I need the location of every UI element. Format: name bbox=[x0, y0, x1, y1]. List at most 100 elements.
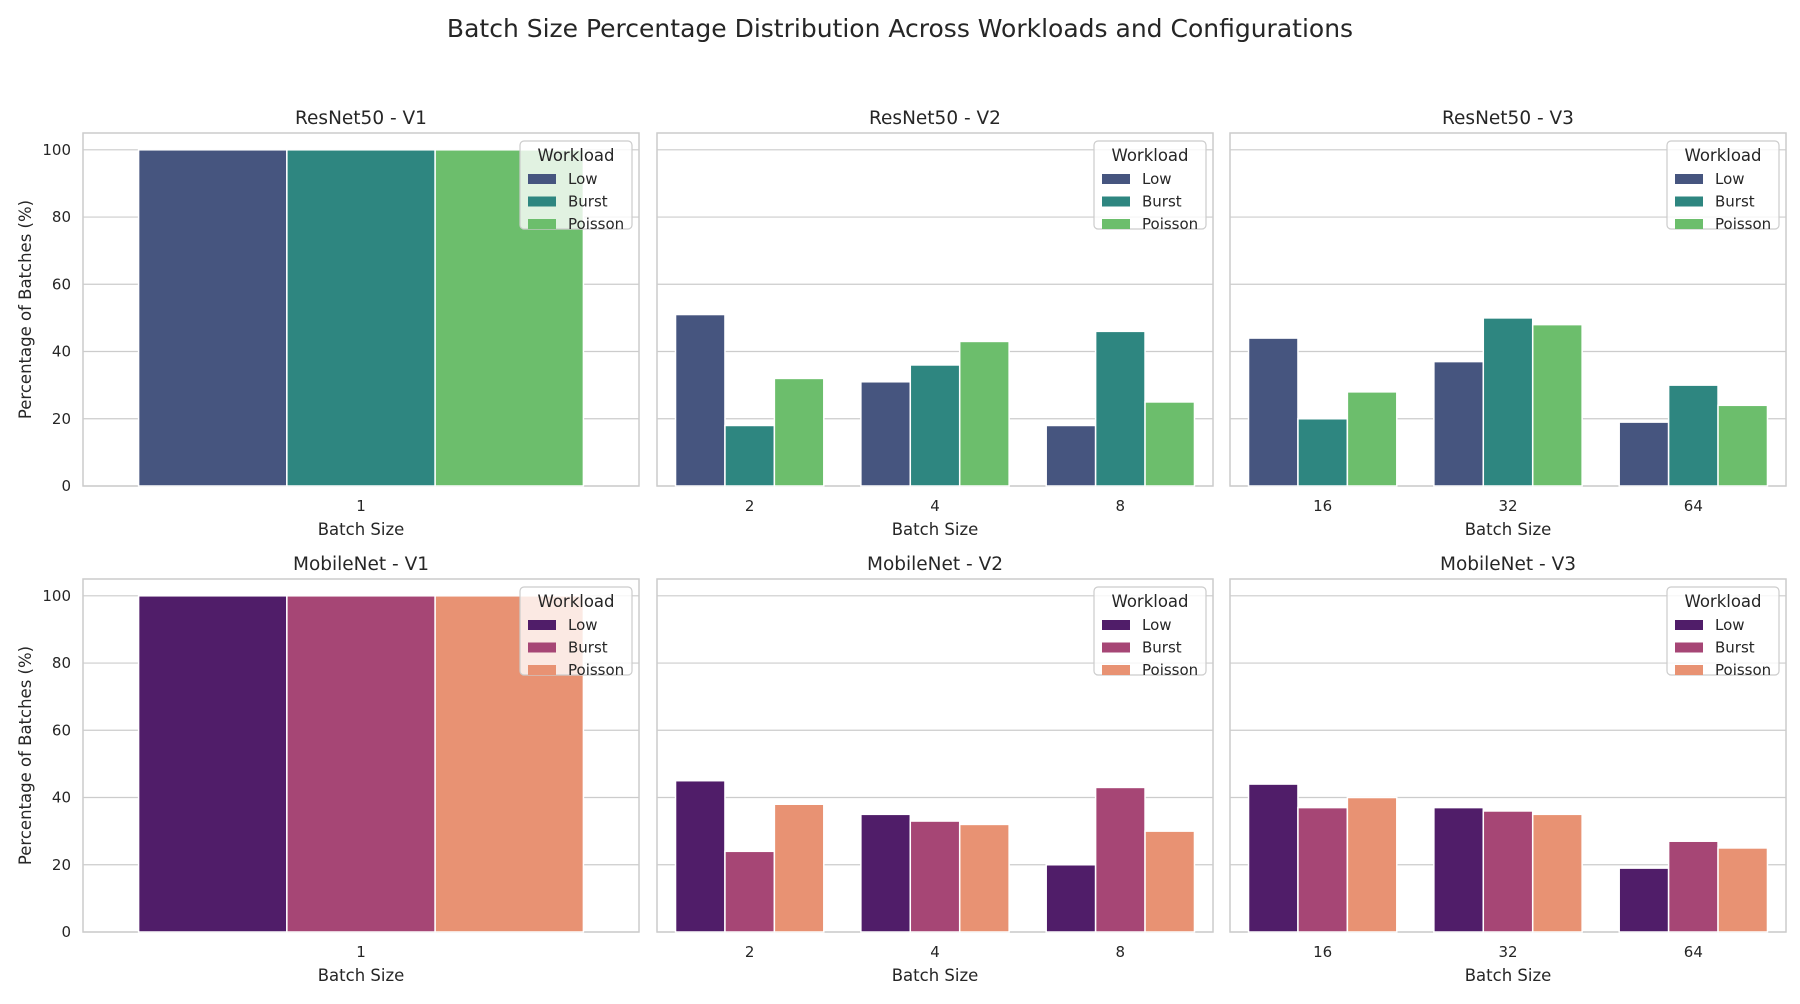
legend-swatch-burst bbox=[1102, 642, 1130, 653]
x-axis-label: Batch Size bbox=[892, 966, 979, 985]
subplot-3: 16 32 64 Batch Size ResNet50 - V3 Workload Low… bbox=[1229, 108, 1787, 539]
subplot-title: ResNet50 - V3 bbox=[1442, 108, 1574, 129]
legend-box bbox=[1666, 140, 1780, 230]
y-tick-label: 60 bbox=[52, 721, 71, 739]
y-tick-label: 20 bbox=[52, 410, 71, 428]
legend-label-burst: Burst bbox=[1715, 193, 1755, 211]
legend-title: Workload bbox=[1684, 146, 1761, 165]
y-tick-label: 100 bbox=[42, 141, 71, 159]
bar-low-4 bbox=[860, 381, 912, 487]
legend-label-burst: Burst bbox=[1715, 639, 1755, 657]
bar-burst-2 bbox=[724, 850, 776, 933]
x-tick-label: 2 bbox=[745, 943, 755, 961]
bar-burst-64 bbox=[1667, 384, 1719, 487]
bar-burst-4 bbox=[909, 364, 961, 487]
bar-burst-64 bbox=[1667, 840, 1719, 933]
legend-box bbox=[519, 586, 633, 676]
y-tick-label: 20 bbox=[52, 856, 71, 874]
x-axis-label: Batch Size bbox=[1465, 966, 1552, 985]
bar-low-32 bbox=[1433, 806, 1485, 933]
subplot-title: MobileNet - V2 bbox=[867, 554, 1003, 575]
legend-swatch-burst bbox=[1675, 196, 1703, 207]
legend-label-burst: Burst bbox=[1142, 639, 1182, 657]
subplot-title: ResNet50 - V1 bbox=[295, 108, 427, 129]
legend-label-low: Low bbox=[1715, 170, 1745, 188]
legend-swatch-low bbox=[1675, 174, 1703, 184]
y-tick-label: 80 bbox=[52, 654, 71, 672]
x-tick-label: 16 bbox=[1313, 497, 1332, 515]
legend: Workload Low Burst Poisson bbox=[1093, 586, 1207, 679]
x-tick-label: 16 bbox=[1313, 943, 1332, 961]
x-tick-label: 4 bbox=[930, 943, 940, 961]
legend-label-low: Low bbox=[1142, 170, 1172, 188]
legend: Workload Low Burst Poisson bbox=[1666, 140, 1780, 233]
x-tick-label: 32 bbox=[1498, 943, 1517, 961]
subplot-title: ResNet50 - V2 bbox=[869, 108, 1001, 129]
legend-box bbox=[1093, 140, 1207, 230]
y-tick-label: 0 bbox=[61, 477, 71, 495]
bar-poisson-16 bbox=[1346, 391, 1398, 487]
x-tick-label: 4 bbox=[930, 497, 940, 515]
bar-poisson-32 bbox=[1531, 323, 1583, 487]
bar-burst-4 bbox=[909, 820, 961, 933]
legend-swatch-poisson bbox=[1102, 219, 1130, 229]
legend-label-poisson: Poisson bbox=[1715, 661, 1771, 679]
bar-poisson-64 bbox=[1717, 847, 1769, 933]
legend-swatch-low bbox=[528, 620, 556, 630]
y-axis-label: Percentage of Batches (%) bbox=[16, 646, 35, 865]
bar-low-64 bbox=[1618, 867, 1670, 933]
legend-label-low: Low bbox=[568, 170, 598, 188]
legend-label-low: Low bbox=[1715, 616, 1745, 634]
legend-swatch-poisson bbox=[1675, 219, 1703, 229]
x-tick-label: 8 bbox=[1116, 943, 1126, 961]
bar-low-8 bbox=[1045, 424, 1097, 487]
legend-swatch-burst bbox=[1675, 642, 1703, 653]
legend: Workload Low Burst Poisson bbox=[1666, 586, 1780, 679]
legend-swatch-poisson bbox=[1675, 665, 1703, 675]
x-tick-label: 64 bbox=[1684, 943, 1703, 961]
legend-label-poisson: Poisson bbox=[1142, 215, 1198, 233]
legend-label-burst: Burst bbox=[568, 639, 608, 657]
bar-poisson-64 bbox=[1717, 404, 1769, 487]
x-axis-label: Batch Size bbox=[318, 520, 405, 539]
legend-title: Workload bbox=[1111, 146, 1188, 165]
bar-burst-2 bbox=[724, 424, 776, 487]
subplot-2: 2 4 8 Batch Size ResNet50 - V2 Workload Low Bur… bbox=[656, 108, 1214, 539]
bar-poisson-8 bbox=[1144, 830, 1196, 933]
x-tick-label: 32 bbox=[1498, 497, 1517, 515]
subplot-6: 16 32 64 Batch Size MobileNet - V3 Workload Lo… bbox=[1229, 554, 1787, 985]
legend-swatch-poisson bbox=[528, 665, 556, 675]
legend: Workload Low Burst Poisson bbox=[519, 140, 633, 233]
bar-low-4 bbox=[860, 813, 912, 933]
x-tick-label: 64 bbox=[1684, 497, 1703, 515]
legend-title: Workload bbox=[1684, 592, 1761, 611]
legend-swatch-low bbox=[528, 174, 556, 184]
x-axis-label: Batch Size bbox=[1465, 520, 1552, 539]
bar-burst-32 bbox=[1482, 317, 1534, 487]
bar-burst-8 bbox=[1094, 786, 1146, 933]
bar-low-32 bbox=[1433, 360, 1485, 487]
x-axis-label: Batch Size bbox=[892, 520, 979, 539]
subplot-title: MobileNet - V1 bbox=[293, 554, 429, 575]
bar-poisson-32 bbox=[1531, 813, 1583, 933]
y-tick-label: 40 bbox=[52, 343, 71, 361]
subplot-4: 0 20 40 60 80 100 Percentage of Batches (%) 1 Ba… bbox=[16, 554, 640, 985]
bar-poisson-4 bbox=[958, 340, 1010, 487]
subplot-1: 0 20 40 60 80 100 Percentage of Batches (%) 1 Ba… bbox=[16, 108, 640, 539]
bar-low-1 bbox=[137, 595, 288, 933]
bar-burst-1 bbox=[286, 149, 436, 487]
legend-box bbox=[1093, 586, 1207, 676]
x-tick-label: 8 bbox=[1116, 497, 1126, 515]
bar-poisson-4 bbox=[958, 823, 1010, 933]
legend-label-burst: Burst bbox=[1142, 193, 1182, 211]
y-axis-label: Percentage of Batches (%) bbox=[16, 200, 35, 419]
bar-low-8 bbox=[1045, 864, 1097, 933]
bar-burst-16 bbox=[1297, 418, 1349, 487]
legend-title: Workload bbox=[1111, 592, 1188, 611]
x-tick-label: 1 bbox=[356, 497, 366, 515]
y-tick-label: 0 bbox=[61, 923, 71, 941]
legend-box bbox=[519, 140, 633, 230]
bar-poisson-2 bbox=[773, 803, 825, 933]
legend-swatch-burst bbox=[1102, 196, 1130, 207]
